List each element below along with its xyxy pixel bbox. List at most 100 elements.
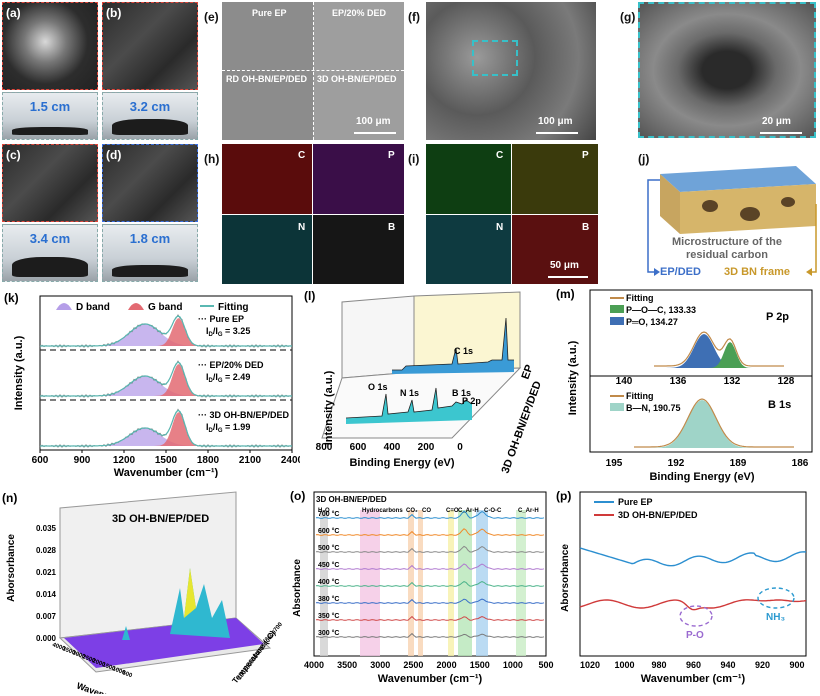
map-h-n-label: N xyxy=(298,222,306,233)
residue-c xyxy=(12,257,88,277)
chart-p-xtick: 940 xyxy=(720,660,735,670)
chart-p-nh3-label: NH₃ xyxy=(766,612,785,623)
chart-l-xtick-label: 400 xyxy=(384,442,401,453)
chart-p-xtick: 1020 xyxy=(580,660,600,670)
chart-k-ratio-part: D xyxy=(209,428,214,434)
sem-f-scale: 100 μm xyxy=(538,116,573,127)
chart-m-ylabel: Intensity (a.u.) xyxy=(567,340,579,415)
label-k: (k) xyxy=(4,291,19,305)
chart-l-sideplane xyxy=(341,295,415,379)
chart-k-ratio-2: ID/IG = 1.99 xyxy=(206,422,250,434)
diagram-j-left: EP/DED xyxy=(660,266,701,278)
chart-p-xtick: 960 xyxy=(686,660,701,670)
chart-l-floor xyxy=(321,367,522,439)
chart-k-fit-0 xyxy=(40,315,292,347)
chart-n-peak-oh xyxy=(122,626,130,640)
chart-k-ratio-part: I xyxy=(206,326,209,336)
map-i-scalebar xyxy=(548,276,588,278)
chart-m-bot-leg-bn: B—N, 190.75 xyxy=(626,403,681,413)
label-i: (i) xyxy=(408,152,420,166)
panel-f: (f) 100 μm xyxy=(408,2,618,140)
chart-n: (n) 3D OH-BN/EP/DED 0.000 0.007 0.014 0.021 0.… xyxy=(2,491,284,694)
photo-d-top xyxy=(102,144,198,222)
chart-l-peak-1: N 1s xyxy=(400,388,419,398)
chart-n-ytick: 0.035 xyxy=(36,524,57,533)
chart-m-top-leg-pec-sw xyxy=(610,317,624,325)
chart-n-ztick: 500 xyxy=(261,637,272,649)
chart-o-temp-3: 450 °C xyxy=(318,561,339,569)
chart-o-band-6 xyxy=(476,510,488,656)
chart-o-temp-4: 400 °C xyxy=(318,578,339,586)
chart-k-xtick-label: 1200 xyxy=(113,455,136,466)
chart-m-top-leg-fit: Fitting xyxy=(626,293,654,303)
chart-o-temp-0: 700 °C xyxy=(318,510,339,518)
chart-m-bot-xtick: 195 xyxy=(606,458,623,469)
chart-o-band-1 xyxy=(360,510,380,656)
chart-n-xtick: 2500 xyxy=(81,654,96,664)
photo-d-side: 1.8 cm xyxy=(102,224,198,282)
sem-e-divider-v xyxy=(313,2,314,140)
chart-n-ytick: 0.014 xyxy=(36,590,57,599)
panel-d: (d) 1.8 cm xyxy=(102,144,198,282)
chart-k-xlabel: Wavenumber (cm⁻¹) xyxy=(114,467,219,478)
chart-k-ratio-part: /I xyxy=(213,326,218,336)
arrow-left xyxy=(647,179,660,273)
chart-o-band-7 xyxy=(516,510,526,656)
residue-d xyxy=(112,265,188,277)
map-h-c xyxy=(222,144,312,214)
chart-k-legend-fit: Fitting xyxy=(218,302,249,313)
panel-j: (j) Microstructure of the residual carbo… xyxy=(620,144,818,284)
chart-o-trace-4 xyxy=(315,581,545,587)
chart-l-peak-2: C 1s xyxy=(454,346,473,356)
chart-o-title: 3D OH-BN/EP/DED xyxy=(316,495,387,504)
height-c: 3.4 cm xyxy=(29,231,71,246)
height-a: 1.5 cm xyxy=(29,99,71,114)
chart-o-xtick: 1500 xyxy=(470,660,490,670)
chart-o-xtick: 4000 xyxy=(304,660,324,670)
map-i-n xyxy=(426,215,511,284)
sem-e-scalebar xyxy=(354,132,396,134)
chart-o-ylabel: Absorbance xyxy=(292,559,303,617)
chart-p-po-circle xyxy=(679,605,713,627)
chart-o-xtick: 3500 xyxy=(337,660,357,670)
block-top xyxy=(660,166,816,192)
chart-l-ep-line xyxy=(392,317,514,371)
chart-m-bot-title: B 1s xyxy=(768,399,791,411)
chart-n-xlabel: Wavenumber (cm⁻¹) xyxy=(75,680,159,694)
chart-k-legend-d-swatch xyxy=(56,303,72,310)
chart-o: (o) 700 °C 600 °C 500 °C 450 °C 400 °C 380 °C 3… xyxy=(290,489,554,685)
chart-o-bandlabel-7: C_Ar-H xyxy=(518,508,539,514)
chart-o-temp-6: 350 °C xyxy=(318,612,339,620)
panel-e: (e) Pure EP EP/20% DED RD OH-BN/EP/DED 3… xyxy=(204,2,404,140)
chart-k-fit-1 xyxy=(40,361,292,397)
chart-m-top-leg-po: P═O, 134.27 xyxy=(626,317,678,327)
chart-n-ytick: 0.000 xyxy=(36,634,57,643)
chart-o-xtick: 500 xyxy=(538,660,553,670)
chart-n-ytick: 0.028 xyxy=(36,546,57,555)
chart-p-xtick: 980 xyxy=(651,660,666,670)
chart-l-xtick-label: 800 xyxy=(316,442,333,453)
map-i-scale: 50 μm xyxy=(550,260,579,271)
chart-p-ylabel: Aborsorbance xyxy=(560,544,571,612)
map-i-b xyxy=(512,215,598,284)
chart-o-temp-5: 380 °C xyxy=(318,595,339,603)
sem-g-image xyxy=(638,2,816,138)
chart-n-peaks xyxy=(170,568,230,638)
chart-o-xtick: 2500 xyxy=(403,660,423,670)
chart-k-ratio-part: I xyxy=(206,422,209,432)
chart-l-bn-area xyxy=(346,388,472,424)
chart-k-fit-2 xyxy=(40,409,292,447)
chart-k-ratio-part: G xyxy=(218,378,223,384)
chart-k-series-name-0: ··· Pure EP xyxy=(198,314,244,324)
map-h-n xyxy=(222,215,312,284)
chart-k-xtick-label: 2100 xyxy=(239,455,262,466)
chart-m-xlabel: Binding Energy (eV) xyxy=(649,471,754,483)
chart-m-bot-xtick: 192 xyxy=(668,458,685,469)
chart-k-xtick-label: 1500 xyxy=(155,455,178,466)
chart-o-temp-1: 600 °C xyxy=(318,527,339,535)
label-j: (j) xyxy=(638,152,650,166)
chart-o-trace-0 xyxy=(315,510,545,519)
map-h-p-label: P xyxy=(388,150,395,161)
chart-k-ratio-part: = 2.49 xyxy=(223,372,251,382)
